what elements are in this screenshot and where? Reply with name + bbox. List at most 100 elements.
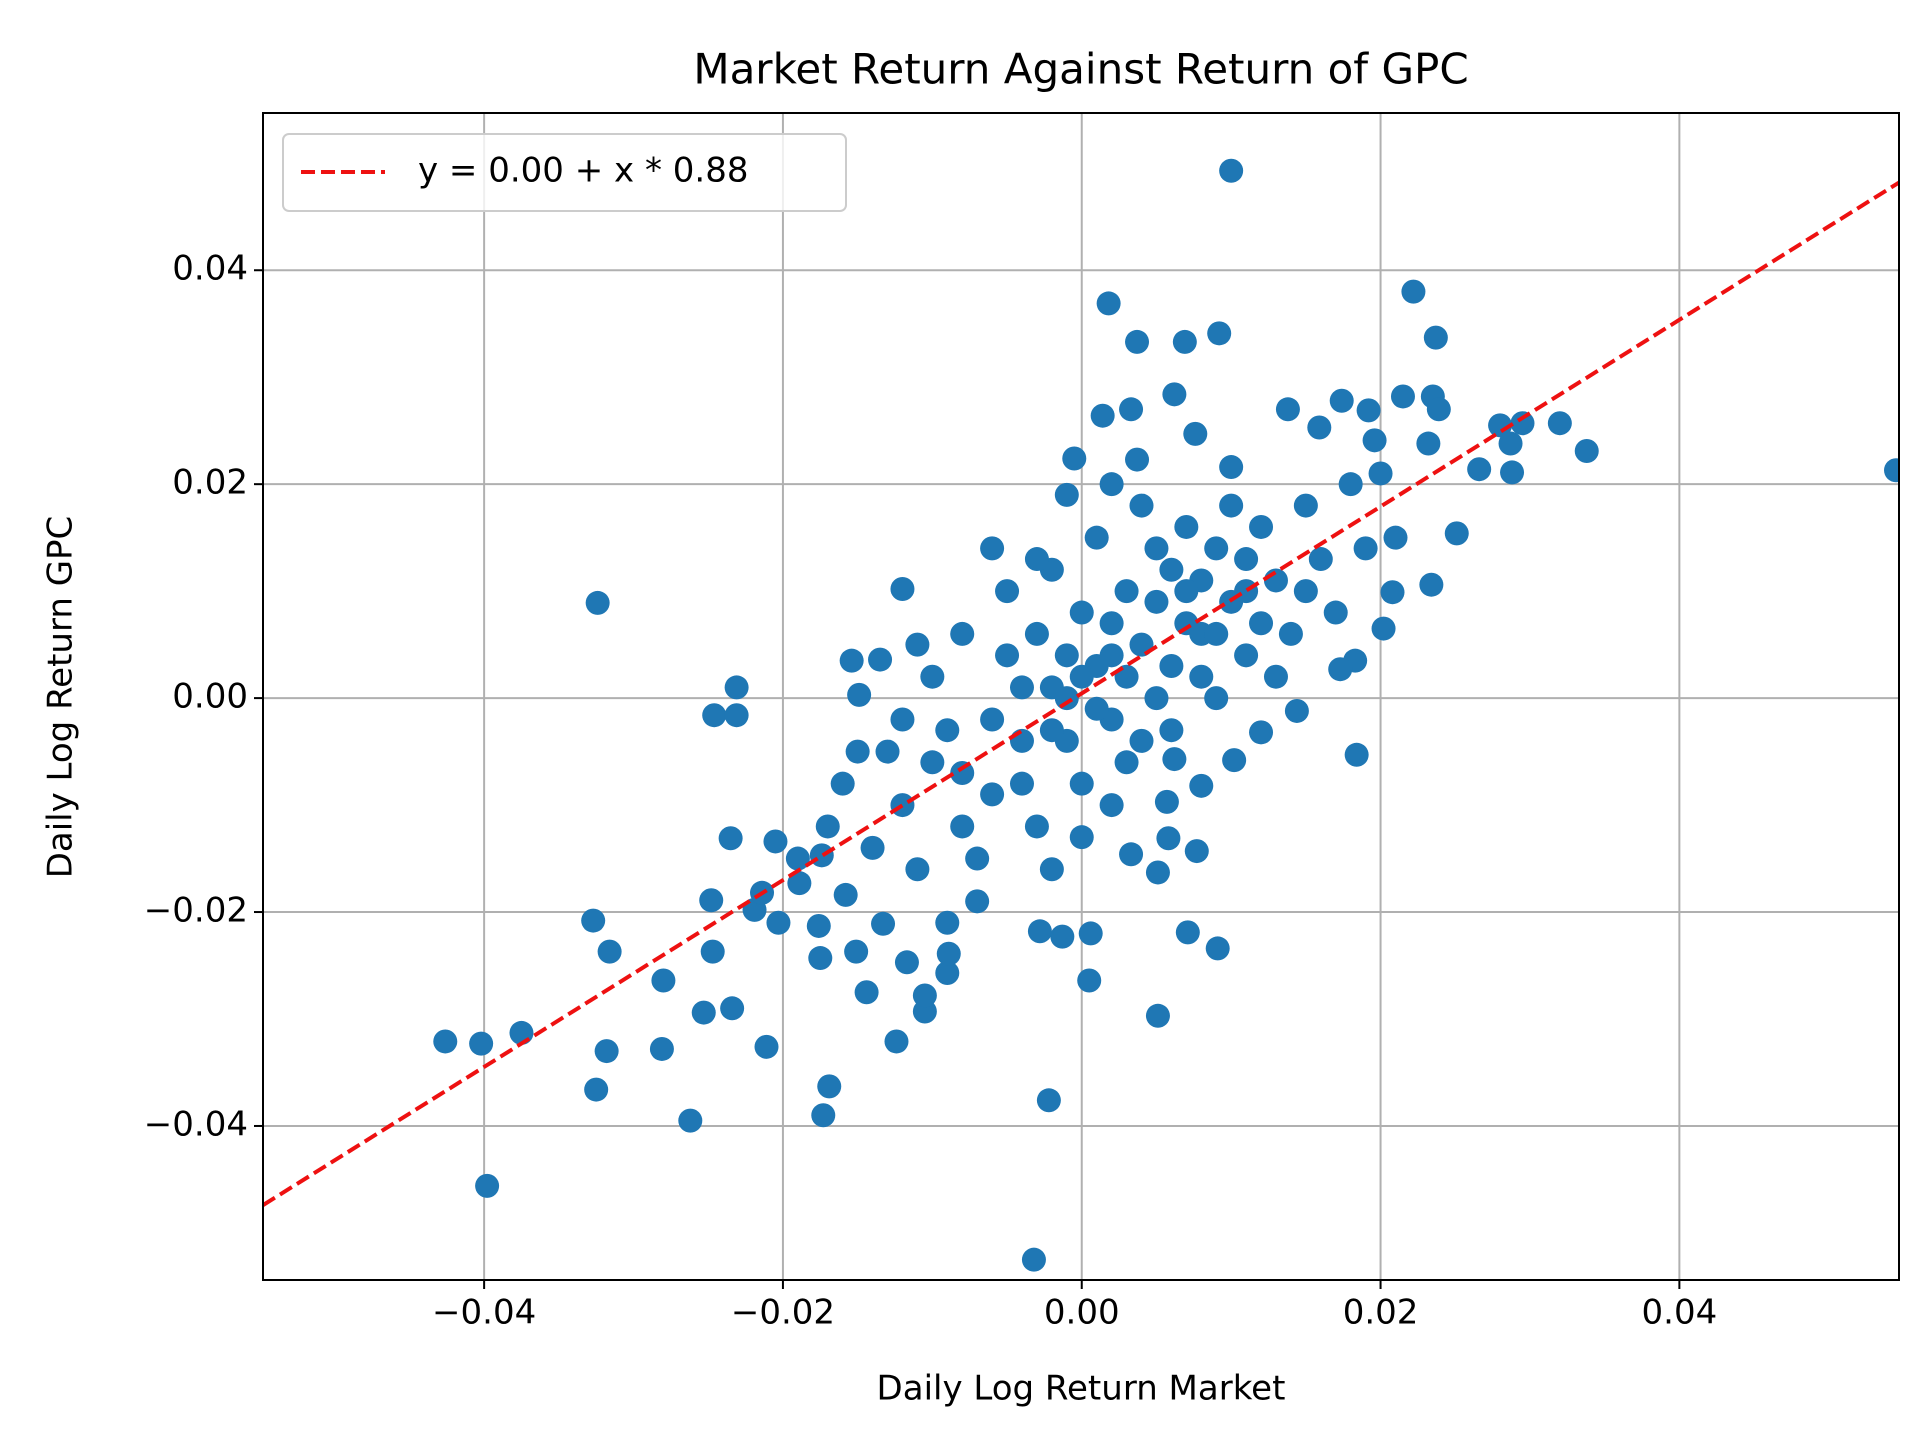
point [1069,771,1094,796]
point [1062,446,1087,471]
point [469,1031,494,1056]
fit-line [263,180,1899,1207]
point [965,889,990,914]
point [1189,773,1214,798]
point [1323,600,1348,625]
legend-box [282,133,847,212]
point [581,908,606,933]
point [724,675,749,700]
point [1219,455,1244,480]
point [1884,458,1899,483]
point [845,739,870,764]
point [1144,686,1169,711]
point [585,590,610,615]
point [1084,525,1109,550]
point [651,968,676,993]
point [894,950,919,975]
y-tick-label: 0.02 [172,463,248,503]
point [1119,842,1144,867]
point [890,576,915,601]
point [811,1103,836,1128]
point [1189,664,1214,689]
point [1510,411,1535,436]
point [1159,557,1184,582]
point [920,664,945,689]
point [584,1077,609,1102]
point [724,703,749,728]
point [1036,1088,1061,1113]
plot-area [263,158,1899,1272]
point [766,910,791,935]
point [920,750,945,775]
point [1054,482,1079,507]
point [809,843,834,868]
point [1144,536,1169,561]
point [1308,547,1333,572]
point [1024,621,1049,646]
point [1329,388,1354,413]
point [1144,589,1169,614]
point [935,961,960,986]
point [844,939,869,964]
y-tick-label: 0.04 [172,249,248,289]
point [884,1029,909,1054]
point [720,996,745,1021]
y-tick-label: 0.00 [172,677,248,717]
point [1119,397,1144,422]
point [1419,572,1444,597]
point [1174,514,1199,539]
point [475,1173,500,1198]
point [649,1036,674,1061]
point [935,910,960,935]
x-axis-label: Daily Log Return Market [877,1369,1286,1409]
point [1021,1247,1046,1272]
point [1574,439,1599,464]
point [718,826,743,851]
point [700,939,725,964]
point [594,1039,619,1064]
point [1054,643,1079,668]
point [1009,675,1034,700]
point [871,911,896,936]
point [1050,924,1075,949]
point [936,941,961,966]
point [1099,611,1124,636]
point [1338,472,1363,497]
point [1207,321,1232,346]
y-tick-label: −0.04 [144,1104,248,1144]
point [815,814,840,839]
point [995,579,1020,604]
point [1125,447,1150,472]
point [1096,291,1121,316]
point [1024,814,1049,839]
point [1204,686,1229,711]
point [1069,600,1094,625]
point [597,939,622,964]
point [1162,382,1187,407]
chart-title: Market Return Against Return of GPC [693,45,1468,94]
point [678,1108,703,1133]
point [905,632,930,657]
point [1380,580,1405,605]
point [1027,919,1052,944]
point [1249,514,1274,539]
point [905,857,930,882]
point [1368,461,1393,486]
point [980,782,1005,807]
point [1154,789,1179,814]
point [1222,748,1247,773]
point [1159,718,1184,743]
point [1145,860,1170,885]
point [875,739,900,764]
point [1547,411,1572,436]
x-tick-label: −0.02 [731,1293,835,1333]
point [1249,611,1274,636]
point [1054,686,1079,711]
y-axis-label: Daily Log Return GPC [41,516,81,879]
point [1099,472,1124,497]
point [808,946,833,971]
point [1204,621,1229,646]
point [1039,718,1064,743]
point [950,760,975,785]
